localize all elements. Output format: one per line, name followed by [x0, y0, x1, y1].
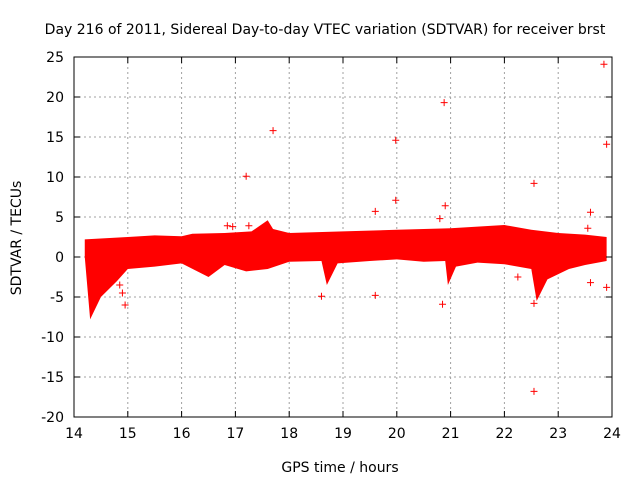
y-tick-label: -5	[50, 290, 64, 306]
x-tick-label: 16	[173, 426, 191, 442]
data-point	[392, 196, 400, 204]
data-point	[223, 222, 231, 230]
data-point	[121, 301, 129, 309]
x-tick-label: 15	[119, 426, 137, 442]
data-point	[440, 99, 448, 107]
x-tick-label: 20	[388, 426, 406, 442]
data-point	[603, 140, 611, 148]
dense-band-area	[84, 220, 607, 320]
data-point	[242, 172, 250, 180]
x-tick-label: 23	[549, 426, 567, 442]
x-tick-label: 19	[334, 426, 352, 442]
x-tick-label: 17	[226, 426, 244, 442]
data-point	[436, 215, 444, 223]
outlier-points	[116, 60, 611, 395]
y-tick-label: 5	[55, 210, 64, 226]
data-point	[441, 202, 449, 210]
data-point	[603, 283, 611, 291]
data-point	[269, 127, 277, 135]
data-point	[530, 179, 538, 187]
data-point	[586, 208, 594, 216]
data-point	[439, 300, 447, 308]
y-axis-label: SDTVAR / TECUs	[9, 181, 25, 296]
data-point	[530, 299, 538, 307]
x-tick-labels: 14 15 16 17 18 19 20 21 22 23 24	[65, 426, 621, 442]
data-point	[229, 223, 237, 231]
data-point	[245, 222, 253, 230]
y-tick-label: 20	[46, 90, 64, 106]
data-point	[392, 136, 400, 144]
data-point	[116, 281, 124, 289]
x-tick-label: 24	[603, 426, 621, 442]
data-point	[514, 273, 522, 281]
x-axis-label: GPS time / hours	[281, 460, 398, 476]
data-point	[584, 224, 592, 232]
data-point	[371, 291, 379, 299]
data-point	[371, 207, 379, 215]
data-point	[586, 279, 594, 287]
y-tick-label: 10	[46, 170, 64, 186]
y-tick-labels: 25 20 15 10 5 0 -5 -10 -15 -20	[41, 50, 64, 426]
data-point	[600, 60, 608, 68]
y-tick-label: 25	[46, 50, 64, 66]
y-tick-label: 0	[55, 250, 64, 266]
x-tick-label: 14	[65, 426, 83, 442]
axis-ticks	[73, 56, 613, 418]
x-tick-label: 18	[280, 426, 298, 442]
y-tick-label: -20	[41, 410, 64, 426]
data-point	[118, 289, 126, 297]
data-point	[530, 387, 538, 395]
x-tick-label: 21	[442, 426, 460, 442]
chart-title: Day 216 of 2011, Sidereal Day-to-day VTE…	[45, 22, 606, 38]
y-tick-label: 15	[46, 130, 64, 146]
y-tick-label: -15	[41, 370, 64, 386]
x-tick-label: 22	[495, 426, 513, 442]
dense-data-band	[84, 220, 607, 320]
y-tick-label: -10	[41, 330, 64, 346]
data-point	[317, 292, 325, 300]
